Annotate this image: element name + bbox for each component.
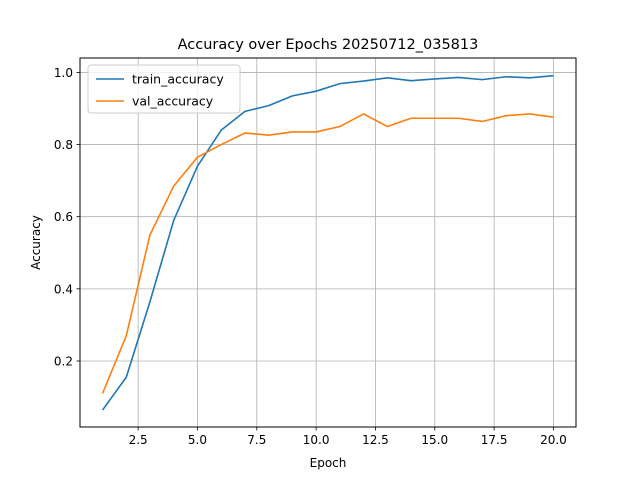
series-line-train-accuracy xyxy=(101,74,554,411)
grid xyxy=(80,58,576,427)
y-tick-label: 0.8 xyxy=(54,138,73,152)
x-tick-label: 12.5 xyxy=(362,433,389,447)
series-line-val-accuracy xyxy=(101,113,554,394)
y-tick-label: 0.2 xyxy=(54,354,73,368)
y-axis-label: Accuracy xyxy=(29,215,43,270)
x-axis-label: Epoch xyxy=(310,456,347,470)
plot-frame xyxy=(79,57,577,428)
x-tick-label: 5.0 xyxy=(188,433,207,447)
chart-title: Accuracy over Epochs 20250712_035813 xyxy=(178,37,479,53)
ticks: 2.5 5.0 7.5 10.0 12.5 15.0 17.5 20.0 0.2 0.4 0.6 0.… xyxy=(54,66,567,447)
legend-label: val_accuracy xyxy=(132,94,214,109)
x-tick-label: 17.5 xyxy=(481,433,508,447)
legend-label: train_accuracy xyxy=(132,72,224,87)
x-tick-label: 10.0 xyxy=(303,433,330,447)
y-tick-label: 0.4 xyxy=(54,282,73,296)
legend: train_accuracy val_accuracy xyxy=(87,64,241,114)
x-tick-label: 15.0 xyxy=(421,433,448,447)
x-tick-label: 20.0 xyxy=(540,433,567,447)
y-tick-label: 0.6 xyxy=(54,210,73,224)
legend-box xyxy=(87,64,241,114)
series-lines xyxy=(101,74,554,411)
x-tick-label: 2.5 xyxy=(129,433,148,447)
y-tick-label: 1.0 xyxy=(54,66,73,80)
x-tick-label: 7.5 xyxy=(247,433,266,447)
